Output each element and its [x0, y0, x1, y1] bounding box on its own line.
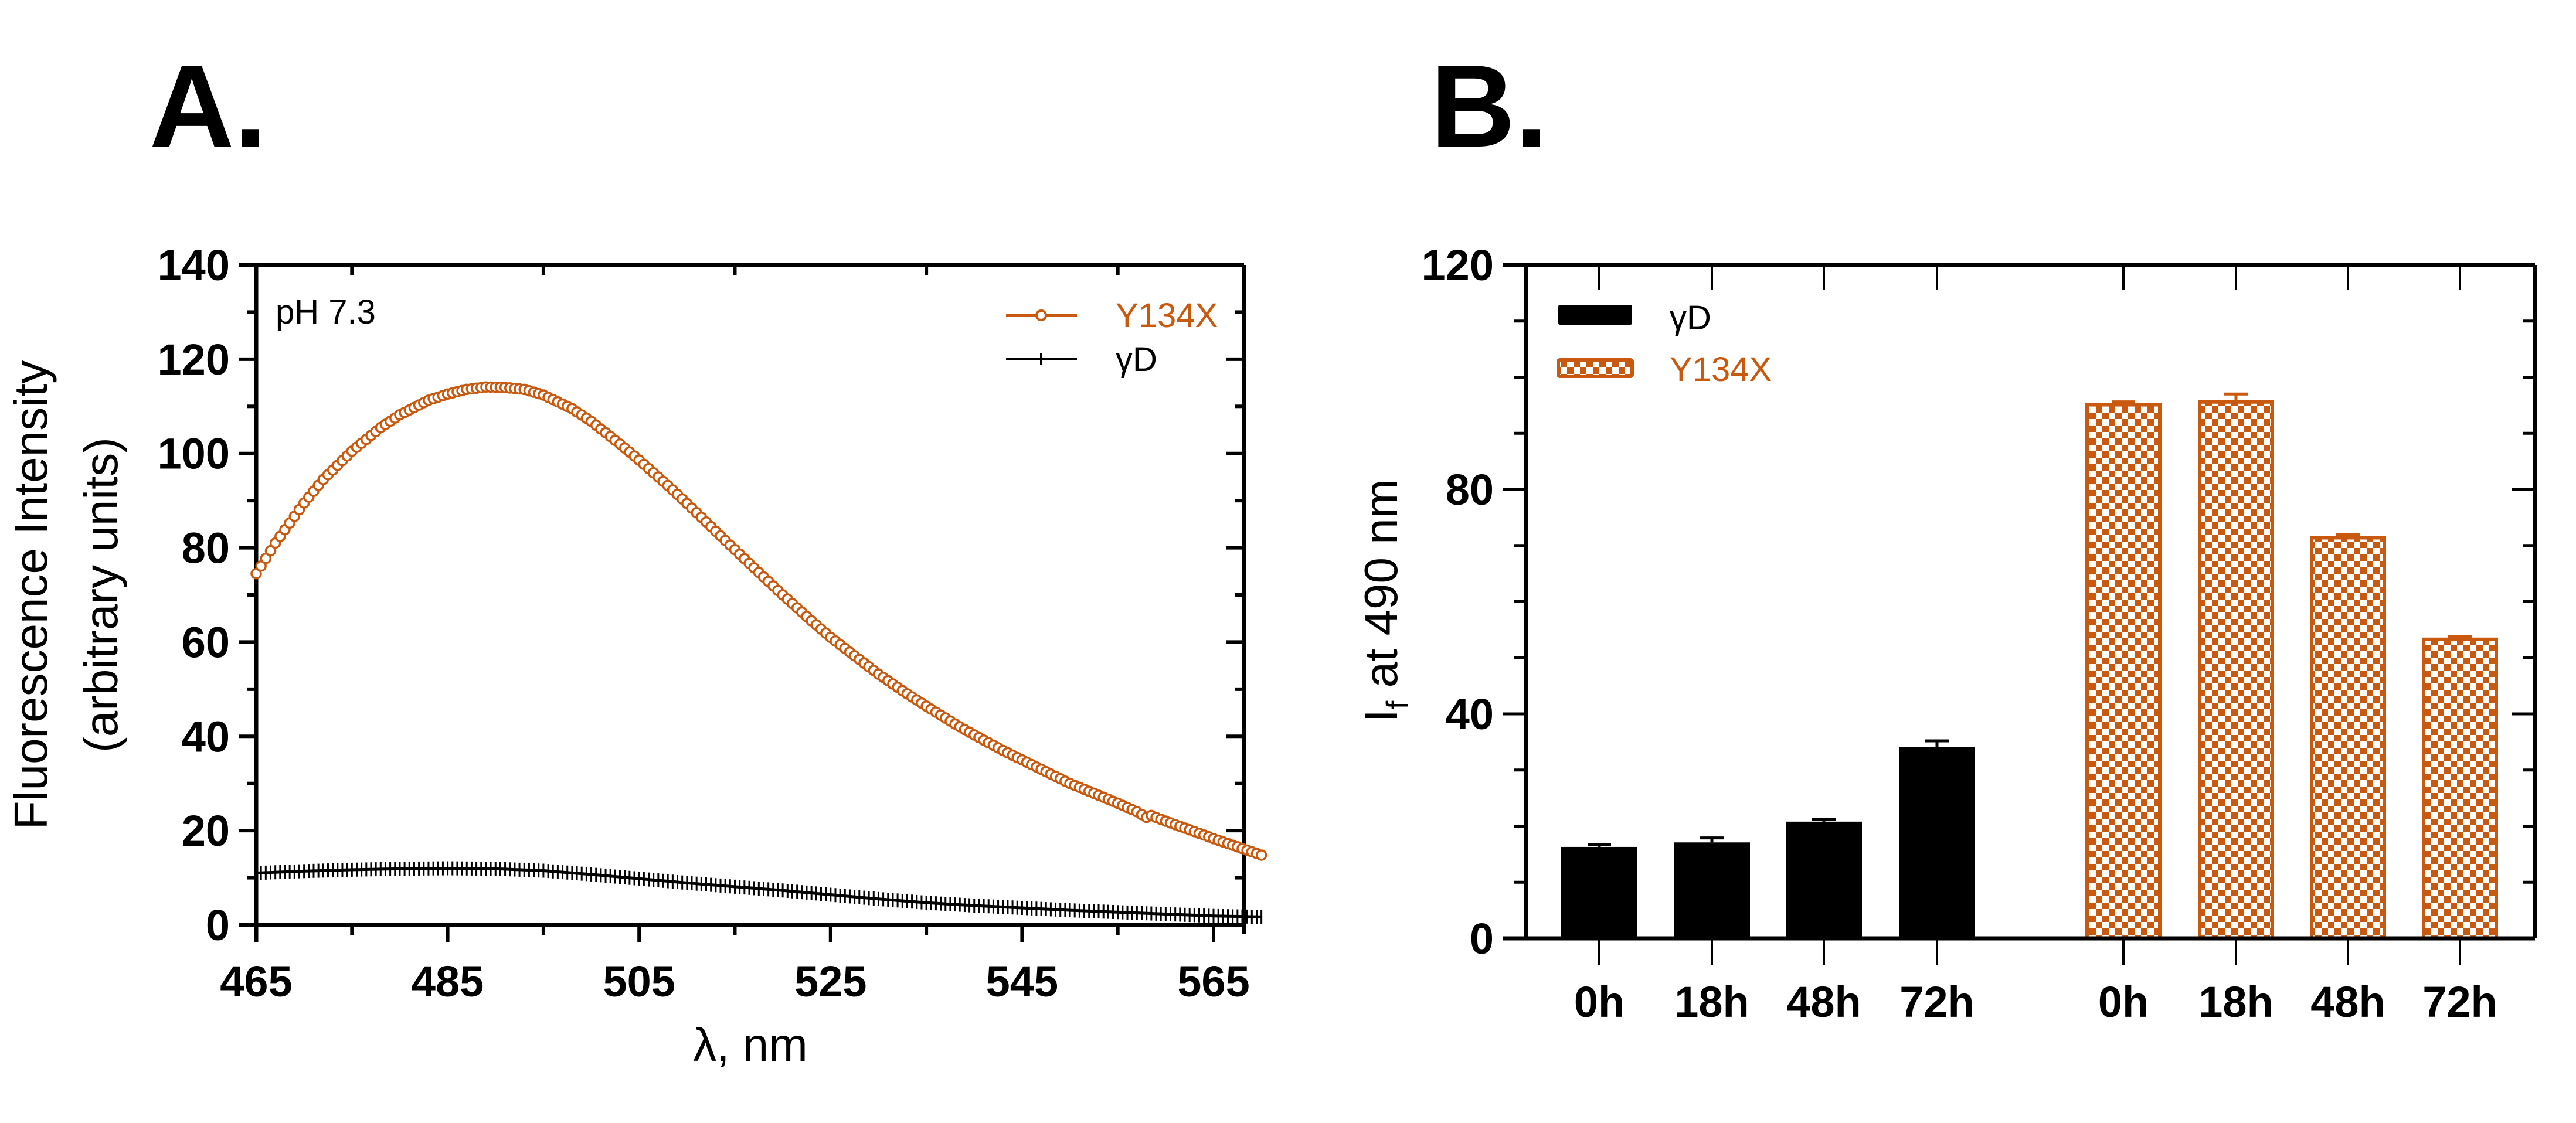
y-title-rest: at 490 nm: [1355, 479, 1407, 701]
legend-label-gammad-b: γD: [1670, 299, 1711, 337]
y-tick-label: 20: [182, 806, 230, 855]
series-gammaD: [255, 861, 1263, 924]
legend-marker-y134x: [1035, 309, 1047, 321]
x-tick-label: 48h: [2310, 978, 2385, 1026]
y-tick-label: 40: [1446, 690, 1494, 739]
y-title-subscript: f: [1381, 700, 1415, 709]
series-y134x: [250, 381, 1267, 861]
chart-a-annotation: pH 7.3: [276, 293, 376, 331]
legend-label-y134x-b: Y134X: [1670, 350, 1772, 389]
chart-b-legend: γD Y134X: [1557, 299, 1772, 389]
bar-gammad: [1674, 842, 1750, 938]
bar-y134x: [2422, 637, 2498, 941]
chart-a-y-axis-title-line2: (arbitrary units): [75, 437, 127, 753]
chart-a-legend: Y134X γD: [1006, 297, 1218, 379]
x-tick-label: 485: [412, 957, 484, 1006]
x-tick-label: 72h: [2422, 978, 2497, 1026]
x-tick-label: 18h: [2198, 978, 2273, 1026]
chart-b-x-ticks: 0h 18h 48h 72h 0h 18h 48h 72h: [1574, 265, 2497, 1026]
legend-label-gammad: γD: [1116, 341, 1157, 379]
legend-swatch-y134x: [1557, 358, 1634, 378]
bar-y134x: [2085, 403, 2162, 940]
x-tick-label: 0h: [1574, 978, 1625, 1026]
legend-swatch-gammad: [1558, 305, 1632, 325]
x-tick-label: 505: [603, 957, 675, 1006]
x-tick-label: 525: [794, 957, 866, 1006]
chart-b-axes: [1503, 263, 2537, 941]
chart-b-bars: [1561, 392, 2498, 941]
y-tick-label: 60: [182, 618, 230, 666]
chart-a-y-axis-title-line1: Fluorescence Intensity: [5, 360, 57, 829]
point-y134x: [1255, 849, 1267, 861]
x-tick-label: 48h: [1786, 978, 1861, 1026]
legend-label-y134x: Y134X: [1116, 297, 1218, 335]
chart-a-y-ticks: 0 20 40 60 80 100 120 140: [158, 241, 1244, 950]
y-tick-label: 120: [1422, 241, 1494, 290]
bar-y134x: [2310, 536, 2386, 940]
x-tick-label: 0h: [2098, 978, 2149, 1026]
y-title-main: I: [1355, 709, 1407, 722]
y-tick-label: 100: [158, 430, 230, 478]
y-tick-label: 140: [158, 241, 230, 290]
chart-b-y-ticks: 0 40 80 120: [1422, 241, 2535, 963]
panel-b-label: B.: [1430, 41, 1548, 172]
panel-a-label: A.: [149, 41, 267, 172]
y-tick-label: 40: [182, 712, 230, 761]
x-tick-label: 18h: [1674, 978, 1749, 1026]
y-tick-label: 0: [206, 901, 230, 950]
y-tick-label: 80: [1446, 465, 1494, 514]
bar-gammad: [1786, 821, 1862, 938]
bar-y134x: [2198, 400, 2274, 940]
chart-a-x-axis-title: λ, nm: [693, 1019, 808, 1071]
chart-a-fluorescence-spectrum: 0 20 40 60 80 100 120 140 465 485 505 525 545 565 pH…: [5, 241, 1267, 1071]
x-tick-label: 72h: [1899, 978, 1975, 1026]
x-tick-label: 565: [1177, 957, 1249, 1006]
chart-b-y-axis-title: If at 490 nm: [1355, 479, 1415, 723]
chart-a-axes: [254, 263, 1246, 942]
y-tick-label: 0: [1470, 914, 1494, 963]
bar-gammad: [1561, 846, 1637, 938]
bar-gammad: [1899, 747, 1975, 938]
x-tick-label: 545: [986, 957, 1058, 1006]
y-tick-label: 80: [182, 524, 230, 573]
y-tick-label: 120: [158, 335, 230, 384]
chart-a-x-ticks: 465 485 505 525 545 565: [220, 265, 1250, 1006]
x-tick-label: 465: [220, 957, 292, 1006]
